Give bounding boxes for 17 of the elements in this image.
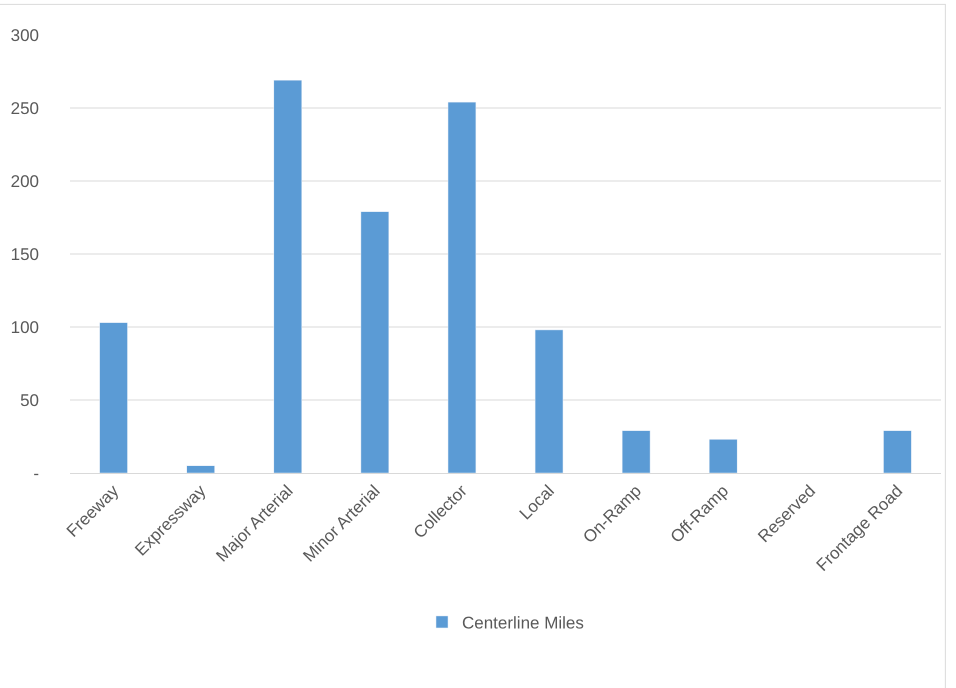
bar bbox=[883, 430, 912, 473]
legend-label: Centerline Miles bbox=[462, 614, 584, 633]
y-tick-label: 50 bbox=[20, 390, 39, 410]
y-tick-label: 150 bbox=[10, 244, 39, 264]
y-tick-label: 250 bbox=[10, 98, 39, 118]
y-tick-label: 100 bbox=[10, 318, 39, 337]
y-tick-label: 200 bbox=[10, 172, 39, 191]
y-tick-label: - bbox=[33, 464, 39, 483]
bar bbox=[534, 330, 564, 473]
bar bbox=[186, 465, 215, 473]
bar bbox=[274, 80, 302, 473]
bar bbox=[448, 102, 476, 473]
y-tick-label: 300 bbox=[10, 26, 39, 45]
bar bbox=[99, 322, 128, 473]
bar bbox=[360, 211, 390, 473]
bar bbox=[622, 430, 650, 473]
bar bbox=[709, 439, 738, 473]
